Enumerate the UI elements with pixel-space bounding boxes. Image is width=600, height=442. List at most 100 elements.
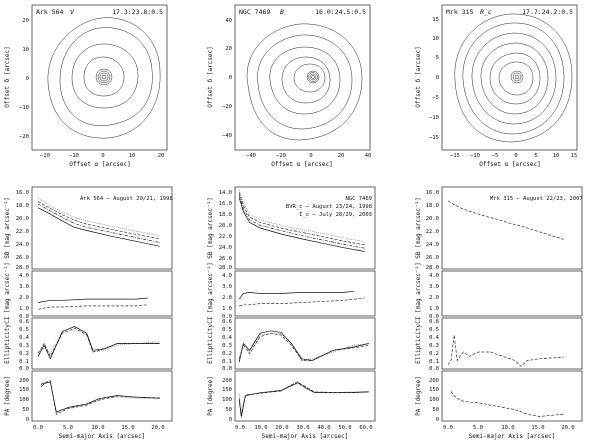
sb-y-axis-label: SB [mag arcsec⁻²]: [4, 197, 11, 258]
sb-tick-label: 20.0: [16, 216, 29, 222]
ellipticity-tick-label: 0.6: [222, 319, 232, 325]
ci-tick-label: 4.0: [429, 273, 439, 279]
profile-series-i-c: [37, 326, 160, 360]
image-x-axis-label: Offset α [arcsec]: [271, 161, 332, 168]
ellipticity-tick-label: 0.2: [429, 351, 439, 357]
sb-tick-label: 28.0: [16, 265, 29, 271]
x-tick-label: 5: [534, 153, 537, 159]
profile-series-b: [238, 189, 365, 243]
contour-core: [510, 70, 524, 84]
pa-tick-label: 50: [432, 407, 439, 413]
y-tick-label: 5: [436, 55, 439, 61]
sb-y-axis-label: SB [mag arcsec⁻²]: [207, 197, 214, 258]
pa-tick-label: 150: [429, 387, 439, 393]
sb-tick-label: 22.0: [219, 234, 232, 240]
ellipticity-y-axis-label: Ellipticity: [415, 324, 422, 364]
sb-frame: [31, 186, 173, 270]
y-tick-label: −10: [429, 115, 439, 121]
ci-tick-label: 0.0: [429, 314, 439, 320]
column-ark564: Ark 564 V 17.3:23.8:0.5 −20 −10 0 10 20 …: [4, 4, 173, 440]
ellipticity-ticks: 0.6 0.5 0.4 0.3 0.2 0.1 0.0: [429, 319, 440, 372]
contour-frame: [31, 4, 168, 151]
axis-tick-label: 40.0: [317, 425, 330, 431]
profile-note: Mrk 315 − August 22/23, 2007: [490, 196, 583, 202]
profile-panels-ngc7469: NGC 7469 BVR_c − August 23/24, 1998 I_c …: [207, 186, 376, 440]
pa-ticks: 200 150 100 50 0: [429, 378, 439, 423]
ellipticity-tick-label: 0.0: [222, 366, 232, 372]
sb-tick-label: 24.0: [219, 245, 232, 251]
ellipticity-tick-label: 0.5: [19, 327, 29, 333]
y-tick-label: 10: [22, 47, 29, 53]
sb-tick-label: 28.0: [219, 265, 232, 271]
sb-ticks: 16.0 18.0 20.0 22.0 24.0 26.0 28.0: [16, 190, 29, 271]
axis-tick-label: 10.0: [501, 425, 514, 431]
ellipticity-tick-label: 0.4: [222, 335, 233, 341]
pa-tick-label: 150: [222, 387, 232, 393]
axis-tick-label: 20.0: [561, 425, 574, 431]
panel-title: Mrk 315: [446, 8, 473, 16]
ellipticity-tick-label: 0.3: [19, 343, 29, 349]
sb-tick-label: 24.0: [426, 242, 439, 248]
ci-tick-label: 3.0: [19, 284, 29, 290]
sb-y-axis-label: SB [mag arcsec⁻²]: [415, 197, 422, 258]
pa-tick-label: 50: [22, 407, 29, 413]
ci-frame: [31, 270, 173, 317]
pa-tick-label: 200: [19, 378, 29, 384]
x-tick-label: 40: [365, 153, 372, 159]
ellipticity-frame: [234, 317, 376, 370]
profile-note: Ark 564 − August 20/21, 1998: [80, 196, 173, 202]
sb-tick-label: 16.0: [219, 201, 232, 207]
ellipticity-y-axis-label: Ellipticity: [207, 324, 214, 364]
profile-series-r-c: [447, 334, 564, 367]
ellipticity-tick-label: 0.4: [19, 335, 30, 341]
pa-y-axis-label: PA [degree]: [4, 376, 11, 416]
contour-rings: [47, 17, 161, 139]
y-tick-label: 20: [22, 18, 29, 24]
x-tick-label: 0: [309, 153, 312, 159]
pa-tick-label: 200: [222, 378, 232, 384]
ci-tick-label: 2.0: [429, 295, 439, 301]
sb-tick-label: 18.0: [16, 203, 29, 209]
profile-series-r-c: [450, 391, 564, 417]
profile-series-i-c: [238, 382, 369, 417]
profile-series-v: [238, 382, 369, 415]
sb-tick-label: 18.0: [426, 203, 439, 209]
ellipticity-tick-label: 0.1: [222, 359, 232, 365]
profile-note-i: I_c − July 28/29, 2003: [299, 212, 372, 218]
panel-levels: 17.7:24.2:0.5: [522, 8, 573, 16]
sb-tick-label: 20.0: [426, 216, 439, 222]
ellipticity-tick-label: 0.2: [222, 351, 232, 357]
y-tick-label: 0: [436, 75, 439, 81]
pa-y-axis-label: PA [degree]: [207, 376, 214, 416]
x-tick-label: −15: [450, 153, 460, 159]
profile-x-axis-label: Semi-major Axis [arcsec]: [59, 433, 146, 440]
sb-tick-label: 14.0: [219, 190, 232, 196]
ci-tick-label: 3.0: [429, 284, 439, 290]
profile-series-i-c: [238, 330, 369, 363]
ci-tick-label: 1.0: [429, 306, 439, 312]
sb-tick-label: 22.0: [426, 229, 439, 235]
sb-tick-label: 16.0: [426, 190, 439, 196]
contour-frame: [234, 4, 371, 151]
sb-ticks: 16.0 18.0 20.0 22.0 24.0 26.0 28.0: [426, 190, 439, 271]
profile-panels-ark564: Ark 564 − August 20/21, 1998 16.0 18.0 2…: [4, 186, 173, 440]
profile-series-i-c: [40, 381, 160, 413]
profile-series-b-i: [38, 297, 148, 303]
ellipticity-tick-label: 0.1: [19, 359, 29, 365]
profile-series-r-c: [37, 203, 160, 243]
contour-panel-ark564: Ark 564 V 17.3:23.8:0.5 −20 −10 0 10 20 …: [4, 4, 168, 168]
y-tick-label: −20: [222, 104, 232, 110]
ci-ticks: 4.0 3.0 2.0 1.0 0.0: [19, 273, 29, 320]
sb-tick-label: 26.0: [426, 255, 439, 261]
panel-band: V: [70, 8, 75, 16]
ci-y-axis-label: CI [mag arcsec⁻²]: [207, 262, 214, 323]
panel-title: NGC 7469: [239, 8, 270, 16]
y-tick-label: 15: [432, 17, 439, 23]
sb-tick-label: 24.0: [16, 242, 29, 248]
x-tick-label: 0: [101, 153, 104, 159]
ci-frame: [234, 270, 376, 317]
profile-series-v: [238, 332, 369, 361]
x-tick-label: 10: [553, 153, 560, 159]
x-tick-label: −10: [470, 153, 480, 159]
